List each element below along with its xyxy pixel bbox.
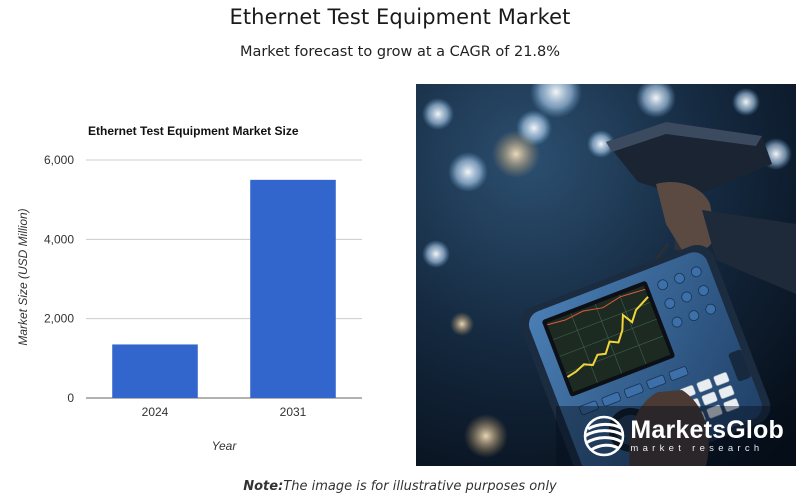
x-tick-labels: 2024 2031 [142,405,307,419]
device-keypad [579,266,717,416]
bar-chart-svg: Ethernet Test Equipment Market Size 0 2,0… [16,124,362,453]
bokeh-lights [422,84,792,458]
footnote-text: The image is for illustrative purposes o… [283,479,557,494]
y-tick-label: 6,000 [44,153,74,167]
y-tick-labels: 0 2,000 4,000 6,000 [44,153,74,405]
y-tick-label: 4,000 [44,232,74,246]
chart-title: Ethernet Test Equipment Market Size [88,124,299,138]
logo-tagline: market research [630,443,764,454]
hand-holding-antenna [656,182,796,294]
page-title: Ethernet Test Equipment Market [229,5,571,29]
spectrum-trace [566,296,649,378]
bar-2031 [250,179,336,398]
logo-backdrop [556,406,796,466]
hand-holding-device [629,390,709,466]
x-axis-label: Year [212,439,238,453]
handheld-analyzer-photo [416,84,796,466]
logo-name: MarketsGlob [630,416,784,444]
footnote: Note:The image is for illustrative purpo… [0,479,800,494]
y-tick-label: 2,000 [44,312,74,326]
footnote-label: Note: [243,479,284,494]
x-tick-label: 2024 [142,405,169,419]
globe-icon [584,415,625,457]
x-tick-label: 2031 [280,405,307,419]
marketsglob-logo: MarketsGlob market research [582,414,784,458]
bars [112,179,336,398]
illustrative-photo: MarketsGlob market research [416,84,796,466]
y-tick-label: 0 [67,391,74,405]
bar-chart: Ethernet Test Equipment Market Size 0 2,0… [0,110,400,480]
page-subtitle: Market forecast to grow at a CAGR of 21.… [239,44,561,60]
y-axis-label: Market Size (USD Million) [16,208,30,345]
bar-2024 [112,344,198,398]
